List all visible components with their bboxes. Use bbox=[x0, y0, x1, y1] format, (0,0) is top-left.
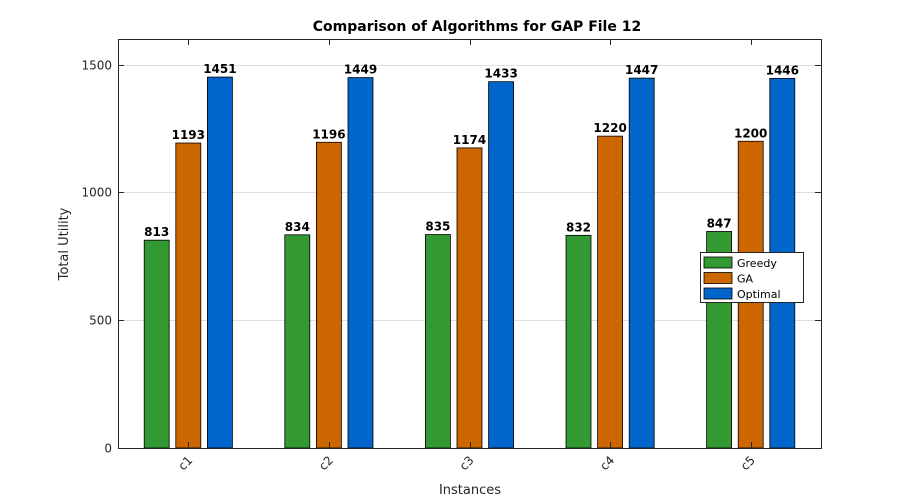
legend-label-optimal: Optimal bbox=[737, 288, 781, 301]
data-label: 1449 bbox=[344, 63, 377, 77]
bar-ga-c1 bbox=[175, 142, 202, 449]
legend-swatch-optimal bbox=[703, 287, 733, 300]
bar-ga-c2 bbox=[315, 141, 342, 449]
bar-greedy-c4 bbox=[565, 234, 592, 449]
bar-ga-c3 bbox=[456, 147, 483, 449]
bar-optimal-c2 bbox=[347, 77, 374, 449]
legend-label-ga: GA bbox=[737, 273, 754, 286]
data-label: 1200 bbox=[734, 126, 767, 140]
y-tick-label: 0 bbox=[104, 442, 112, 456]
data-label: 1220 bbox=[593, 121, 626, 135]
data-label: 1451 bbox=[203, 62, 236, 76]
y-axis-label: Total Utility bbox=[57, 207, 72, 281]
legend-label-greedy: Greedy bbox=[737, 257, 777, 270]
data-label: 1446 bbox=[766, 63, 799, 77]
data-label: 813 bbox=[144, 225, 169, 239]
data-label: 834 bbox=[285, 220, 310, 234]
y-tick-label: 1000 bbox=[81, 186, 112, 200]
data-label: 1193 bbox=[172, 128, 205, 142]
x-axis-label: Instances bbox=[439, 483, 501, 498]
bar-optimal-c1 bbox=[206, 76, 233, 449]
data-label: 832 bbox=[566, 220, 591, 234]
y-tick-label: 500 bbox=[89, 314, 112, 328]
data-label: 1447 bbox=[625, 63, 658, 77]
chart-title: Comparison of Algorithms for GAP File 12 bbox=[313, 19, 641, 35]
bar-ga-c4 bbox=[597, 135, 623, 449]
bar-greedy-c3 bbox=[424, 234, 451, 449]
data-label: 1174 bbox=[453, 133, 486, 147]
data-labels: 813 1193 1451 834 1196 1449 835 1174 1433 832 1220… bbox=[144, 62, 799, 239]
bar-optimal-c4 bbox=[628, 77, 655, 449]
bar-greedy-c2 bbox=[284, 234, 311, 449]
data-label: 1196 bbox=[312, 127, 345, 141]
bar-optimal-c3 bbox=[488, 81, 515, 449]
y-tick-label: 1500 bbox=[81, 59, 112, 73]
data-label: 847 bbox=[707, 216, 732, 230]
legend: Greedy GA Optimal bbox=[700, 252, 804, 303]
legend-swatch-greedy bbox=[703, 256, 733, 269]
data-label: 1433 bbox=[484, 67, 517, 81]
data-label: 835 bbox=[425, 220, 450, 234]
bar-greedy-c1 bbox=[143, 239, 170, 449]
legend-swatch-ga bbox=[703, 272, 733, 284]
